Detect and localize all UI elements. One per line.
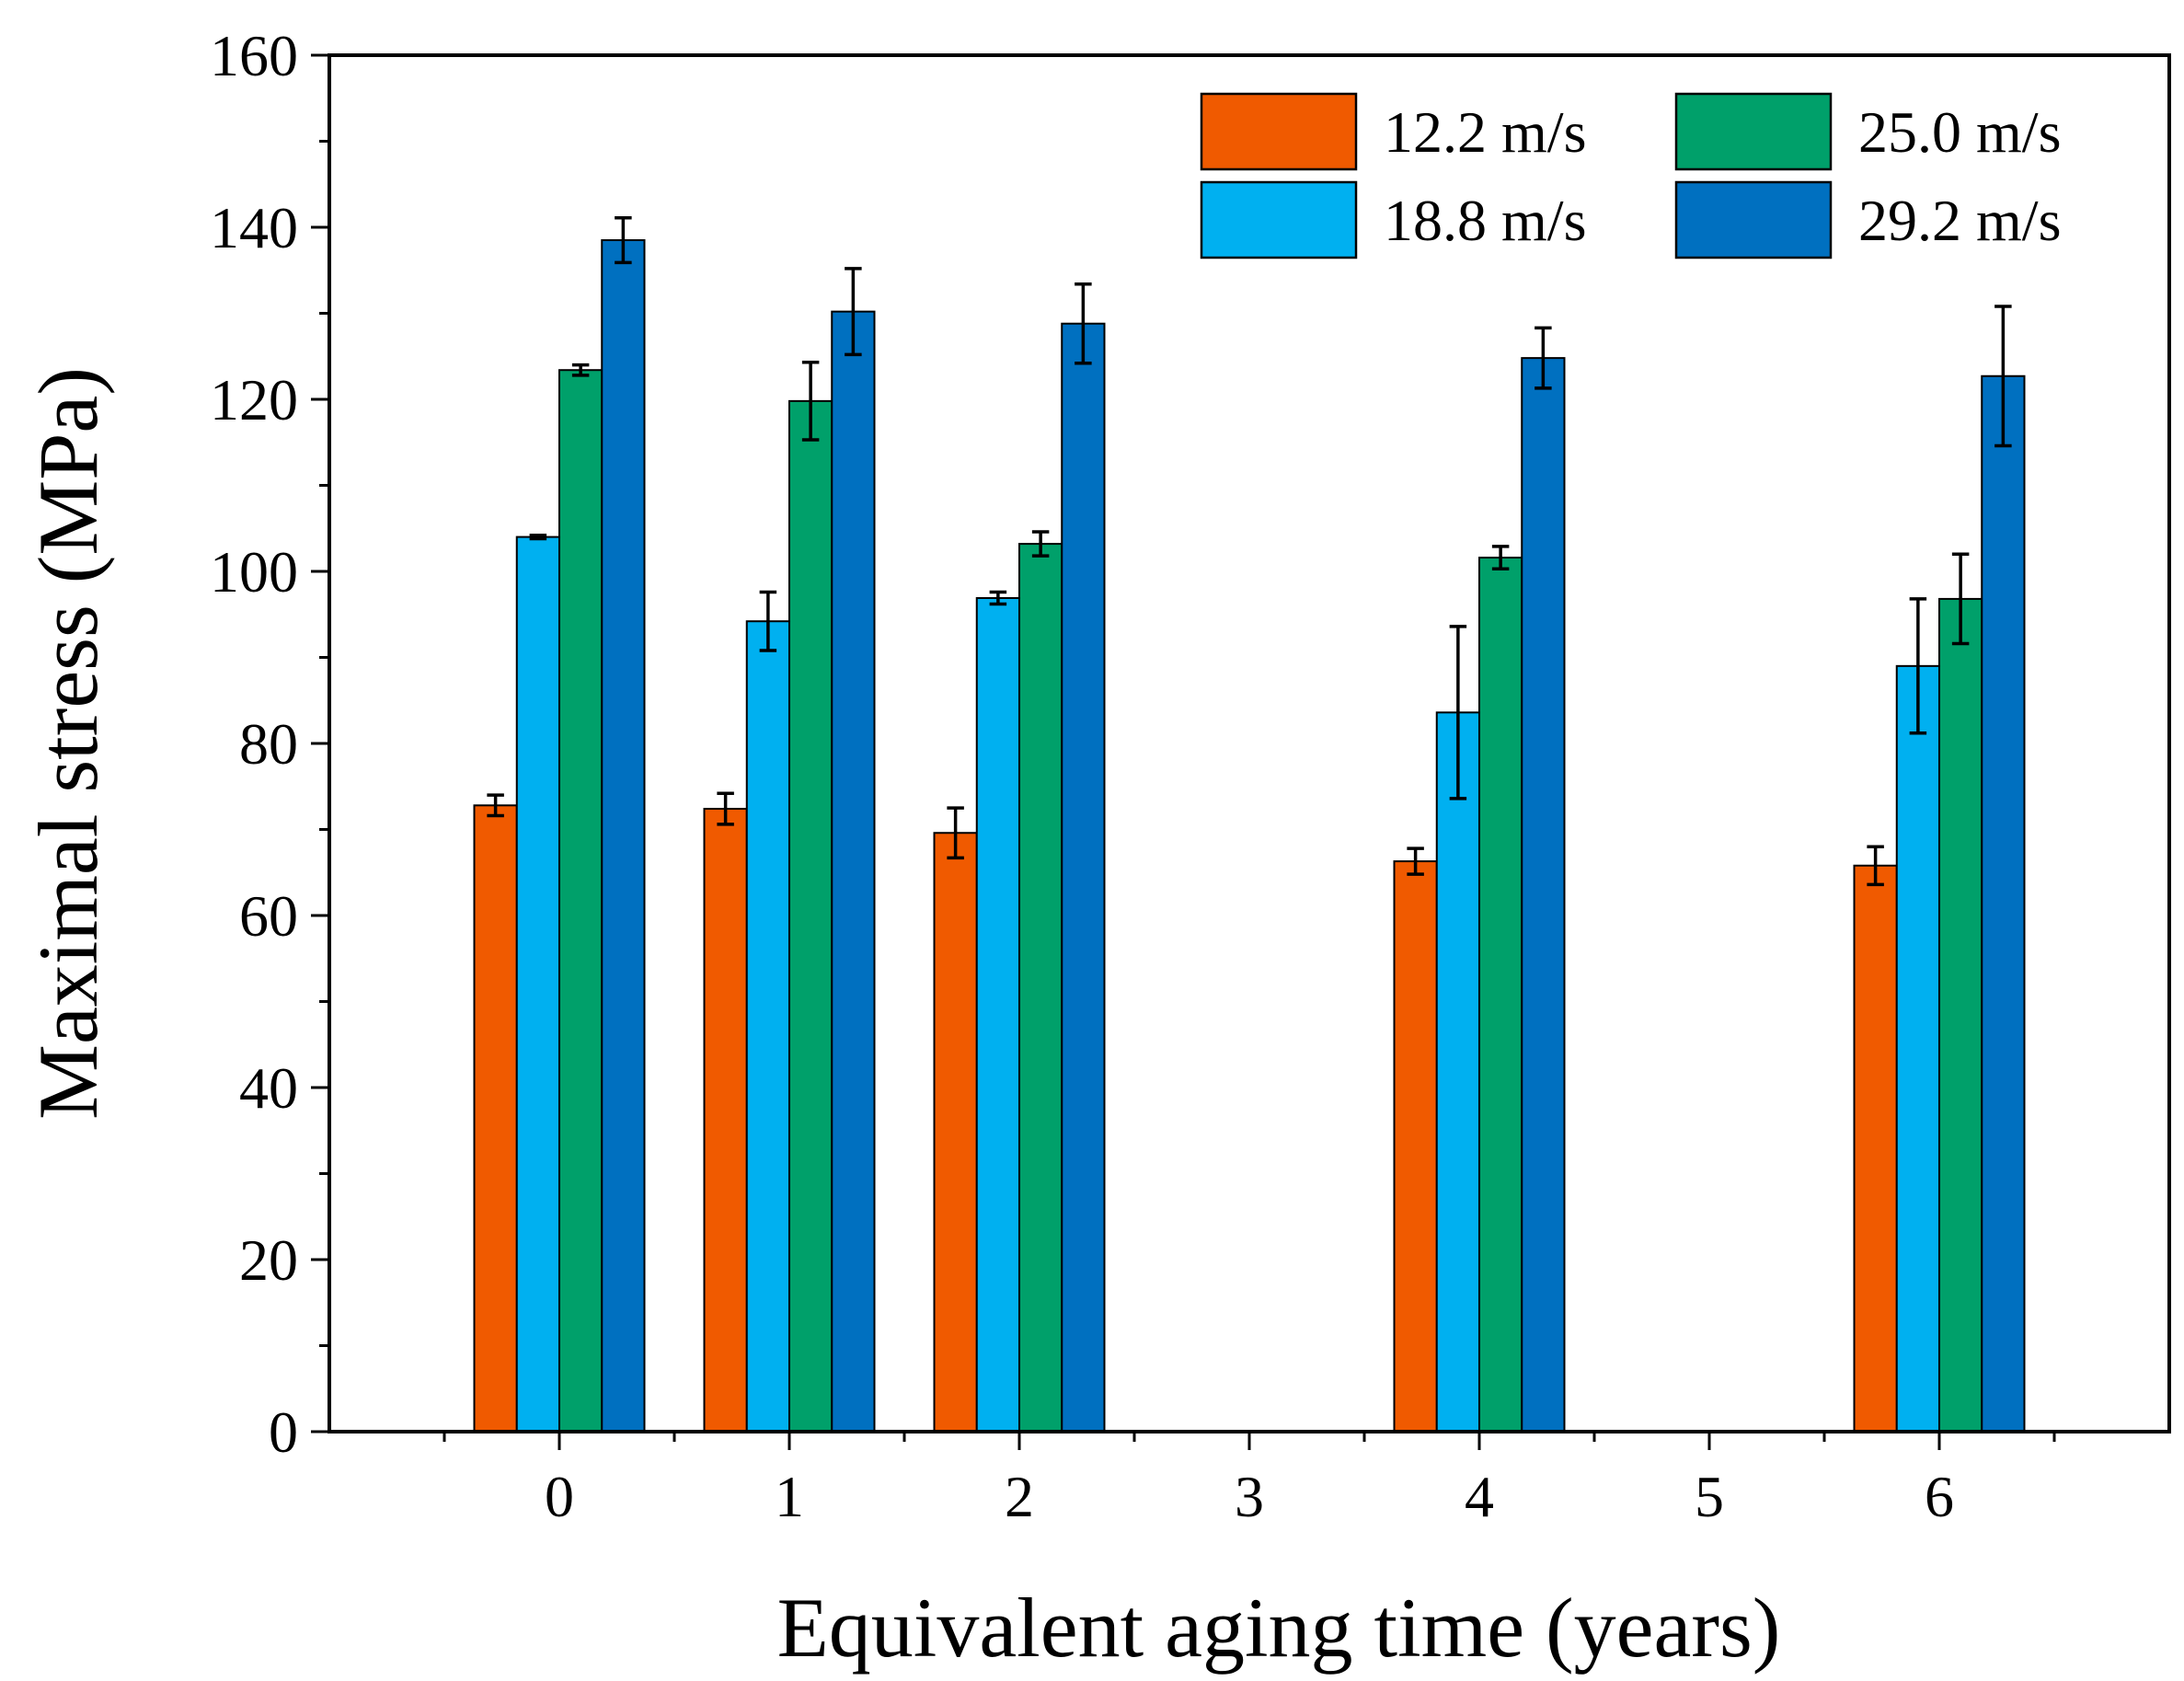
legend-swatch <box>1200 92 1358 171</box>
legend: 12.2 m/s 18.8 m/s 25.0 m/s 29.2 m/s <box>1200 92 2061 259</box>
bar <box>1435 711 1480 1433</box>
x-tick-label: 6 <box>1925 1464 1954 1529</box>
x-axis-title: Equivalent aging time (years) <box>777 1581 1781 1675</box>
y-tick-label: 80 <box>239 711 298 777</box>
y-tick-label: 140 <box>210 195 298 260</box>
x-tick-label: 1 <box>775 1464 804 1529</box>
bar <box>1393 860 1438 1433</box>
axis-ticks <box>311 53 2056 1450</box>
legend-item: 29.2 m/s <box>1674 180 2061 259</box>
legend-swatch <box>1674 180 1833 259</box>
x-tick-label: 3 <box>1235 1464 1264 1529</box>
x-tick-label: 5 <box>1695 1464 1724 1529</box>
legend-label: 29.2 m/s <box>1858 188 2061 253</box>
bar <box>788 399 833 1433</box>
bar <box>558 369 603 1433</box>
legend-label: 25.0 m/s <box>1858 99 2061 165</box>
bar <box>1981 374 2026 1433</box>
bar <box>1895 664 1940 1433</box>
bar <box>1853 864 1898 1433</box>
bar <box>831 310 876 1433</box>
bar <box>745 620 790 1433</box>
legend-swatch <box>1674 92 1833 171</box>
legend-item: 18.8 m/s <box>1200 180 1586 259</box>
y-axis-title: Maximal stress (MPa) <box>21 367 115 1120</box>
bar <box>473 804 518 1433</box>
legend-label: 18.8 m/s <box>1384 188 1586 253</box>
bar <box>703 808 748 1433</box>
y-tick-label: 0 <box>269 1399 298 1465</box>
x-tick-label: 0 <box>545 1464 574 1529</box>
y-tick-label: 160 <box>210 23 298 88</box>
bar <box>933 832 978 1433</box>
y-tick-label: 40 <box>239 1055 298 1121</box>
y-tick-label: 60 <box>239 883 298 949</box>
y-tick-label: 100 <box>210 539 298 604</box>
bar <box>601 239 646 1433</box>
error-bars-layer <box>487 215 2012 887</box>
x-tick-labels: 0 1 2 3 4 5 6 <box>545 1464 1954 1529</box>
x-tick-label: 2 <box>1005 1464 1034 1529</box>
y-tick-labels: 0 20 40 60 80 100 120 140 160 <box>210 23 298 1465</box>
legend-item: 25.0 m/s <box>1674 92 2061 171</box>
bar <box>1938 597 1983 1433</box>
y-tick-label: 120 <box>210 367 298 432</box>
legend-label: 12.2 m/s <box>1384 99 1586 165</box>
y-tick-label: 20 <box>239 1227 298 1293</box>
bar <box>515 535 560 1433</box>
legend-item: 12.2 m/s <box>1200 92 1586 171</box>
bar <box>1521 357 1566 1433</box>
bar <box>1018 543 1063 1433</box>
bar <box>1061 322 1106 1433</box>
bar <box>975 596 1020 1433</box>
bars-layer <box>473 239 2026 1433</box>
bar <box>1478 557 1523 1433</box>
legend-swatch <box>1200 180 1358 259</box>
x-tick-label: 4 <box>1465 1464 1494 1529</box>
